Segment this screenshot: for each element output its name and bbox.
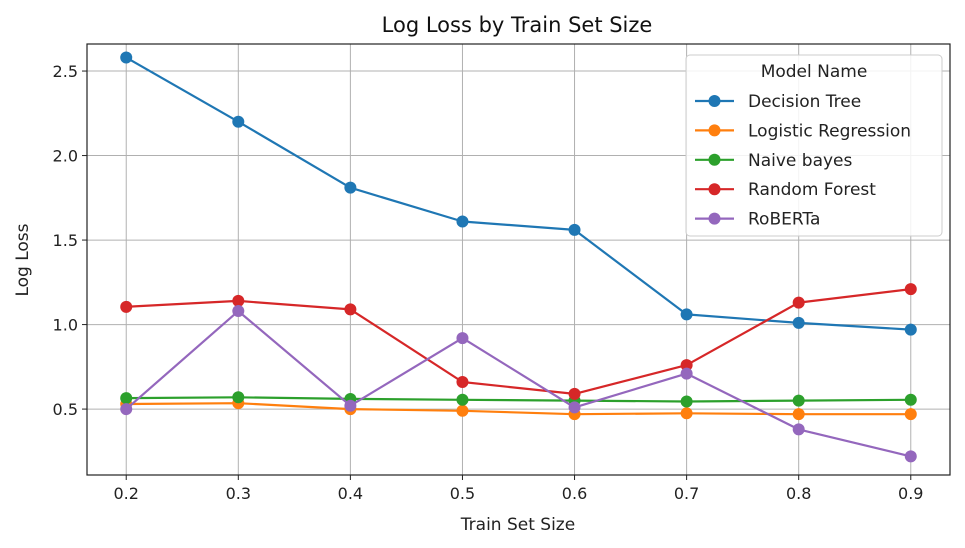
series-decision-tree <box>120 51 917 336</box>
legend-label: Logistic Regression <box>748 121 911 141</box>
data-point-naive-bayes <box>680 395 693 408</box>
data-point-roberta <box>680 367 693 380</box>
y-axis: 0.5 1.0 1.5 2.0 2.5 <box>53 62 87 419</box>
data-point-logistic-regression <box>456 404 469 417</box>
chart-title: Log Loss by Train Set Size <box>382 13 653 37</box>
legend-label: Decision Tree <box>748 92 861 112</box>
data-point-random-forest <box>232 294 245 307</box>
data-point-decision-tree <box>904 323 917 336</box>
legend-swatch-marker <box>708 124 721 137</box>
data-point-decision-tree <box>568 223 581 236</box>
data-point-naive-bayes <box>232 391 245 404</box>
legend-entries: Decision Tree Logistic Regression Naive ba… <box>695 92 911 230</box>
data-point-random-forest <box>120 300 133 313</box>
legend: Model Name Decision Tree Logistic Regress… <box>685 54 943 237</box>
series-line-random-forest <box>126 288 911 395</box>
data-point-decision-tree <box>120 51 133 64</box>
data-point-roberta <box>456 332 469 345</box>
data-point-decision-tree <box>456 215 469 228</box>
y-axis-title: Log Loss <box>13 223 33 296</box>
data-point-logistic-regression <box>680 407 693 420</box>
data-point-decision-tree <box>680 308 693 321</box>
data-point-random-forest <box>904 283 917 296</box>
legend-entry-naive-bayes: Naive bayes <box>695 151 853 171</box>
legend-label: Naive bayes <box>748 151 853 171</box>
series-layer <box>120 51 917 463</box>
series-line-naive-bayes <box>126 396 911 403</box>
legend-title: Model Name <box>761 62 868 82</box>
x-tick-label: 0.8 <box>786 484 811 503</box>
series-random-forest <box>120 283 917 400</box>
legend-swatch-marker <box>708 95 721 107</box>
data-point-decision-tree <box>344 181 357 194</box>
legend-swatch-marker <box>708 212 721 225</box>
legend-label: RoBERTa <box>748 210 820 230</box>
y-tick-label: 1.5 <box>53 231 78 250</box>
legend-box <box>685 54 943 237</box>
legend-label: Random Forest <box>748 180 876 200</box>
data-point-roberta <box>120 403 133 416</box>
legend-swatch-marker <box>708 183 721 196</box>
data-point-roberta <box>568 401 581 414</box>
legend-entry-logistic-regression: Logistic Regression <box>695 121 911 141</box>
x-tick-label: 0.9 <box>898 484 923 503</box>
data-point-random-forest <box>344 303 357 316</box>
data-point-naive-bayes <box>792 394 805 407</box>
data-point-random-forest <box>792 296 805 309</box>
x-tick-label: 0.5 <box>450 484 475 503</box>
series-line-decision-tree <box>125 56 911 331</box>
series-roberta <box>120 305 917 463</box>
data-point-naive-bayes <box>456 393 469 406</box>
x-tick-label: 0.3 <box>226 484 251 503</box>
x-axis: 0.2 0.3 0.4 0.5 0.6 0.7 0.8 0.9 <box>114 475 923 503</box>
data-point-naive-bayes <box>904 393 917 406</box>
x-tick-label: 0.7 <box>674 484 699 503</box>
data-point-roberta <box>232 305 245 318</box>
data-point-random-forest <box>568 387 581 400</box>
y-tick-label: 2.0 <box>53 147 78 166</box>
y-tick-label: 0.5 <box>53 400 78 419</box>
data-point-random-forest <box>456 376 469 389</box>
legend-entry-roberta: RoBERTa <box>695 210 820 230</box>
data-point-decision-tree <box>232 115 245 128</box>
x-axis-title: Train Set Size <box>460 515 575 535</box>
data-point-logistic-regression <box>792 408 805 421</box>
data-point-roberta <box>792 423 805 436</box>
data-point-naive-bayes <box>120 392 133 405</box>
legend-entry-random-forest: Random Forest <box>695 180 876 200</box>
data-point-roberta <box>344 399 357 412</box>
legend-swatch-marker <box>708 153 721 166</box>
x-tick-label: 0.6 <box>562 484 587 503</box>
data-point-logistic-regression <box>904 408 917 421</box>
y-tick-label: 2.5 <box>53 62 78 81</box>
y-tick-label: 1.0 <box>53 316 78 335</box>
data-point-roberta <box>904 450 917 463</box>
legend-entry-decision-tree: Decision Tree <box>695 92 861 112</box>
series-line-logistic-regression <box>126 402 911 416</box>
plot-area-frame <box>86 43 951 476</box>
series-line-roberta <box>125 310 912 458</box>
x-tick-label: 0.4 <box>338 484 363 503</box>
data-point-decision-tree <box>792 316 805 329</box>
data-point-random-forest <box>680 359 693 372</box>
x-tick-label: 0.2 <box>114 484 139 503</box>
